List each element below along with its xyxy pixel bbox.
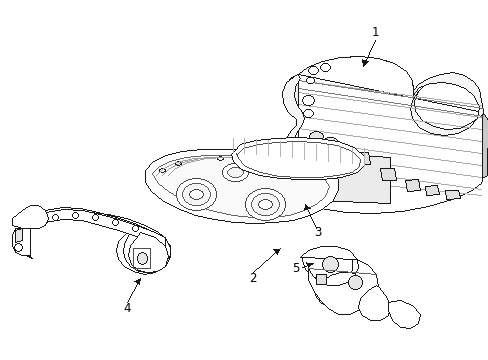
Text: 4: 4 — [123, 302, 130, 315]
Text: 5: 5 — [292, 261, 299, 274]
Text: 3: 3 — [314, 225, 321, 239]
Text: 2: 2 — [249, 271, 256, 284]
Text: 1: 1 — [370, 26, 378, 39]
